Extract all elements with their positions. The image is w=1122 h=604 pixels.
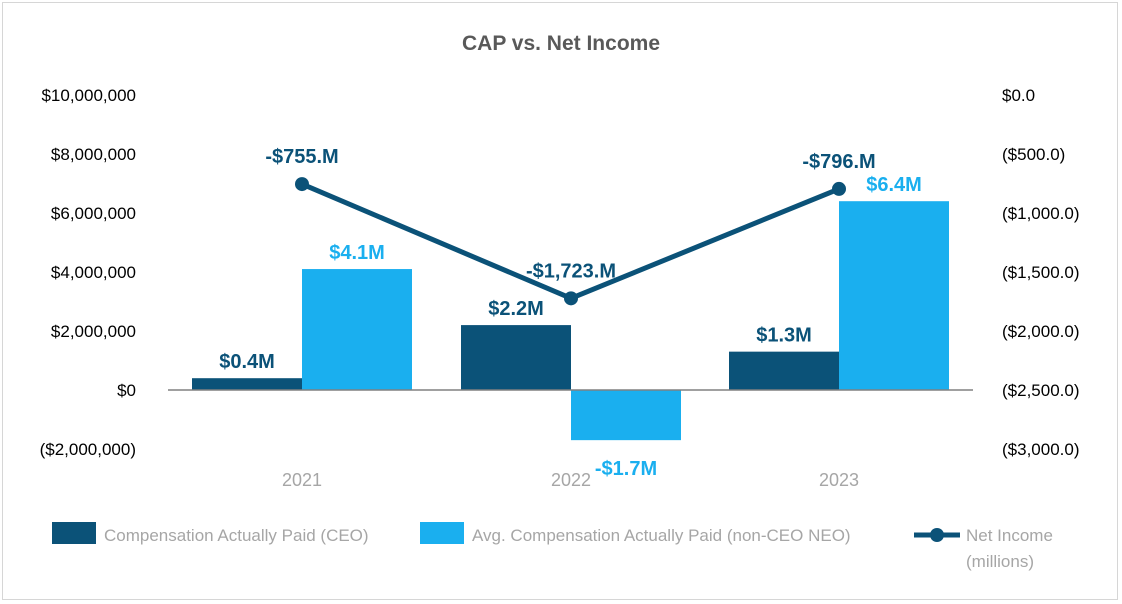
bar-data-label: $6.4M: [866, 174, 922, 196]
right-axis-tick-label: ($3,000.0): [1002, 440, 1080, 459]
bar: [302, 269, 412, 390]
category-labels: 2021 2022 2023: [282, 470, 859, 490]
bar-data-label: $1.3M: [756, 325, 812, 347]
chart-title: CAP vs. Net Income: [462, 32, 660, 55]
legend-label-ceo: Compensation Actually Paid (CEO): [104, 526, 369, 545]
bar: [192, 378, 302, 390]
right-axis-tick-label: ($500.0): [1002, 145, 1065, 164]
left-axis-tick-label: $2,000,000: [51, 322, 136, 341]
bar: [571, 390, 681, 441]
category-label: 2023: [819, 470, 859, 490]
legend: Compensation Actually Paid (CEO) Avg. Com…: [52, 522, 1053, 571]
net-income-data-label: -$796.M: [802, 151, 875, 173]
legend-label-net-income-unit: (millions): [966, 552, 1034, 571]
bar-data-label: -$1.7M: [595, 458, 657, 480]
bar-data-label: $0.4M: [219, 351, 275, 373]
net-income-point: [564, 291, 578, 306]
category-label: 2022: [551, 470, 591, 490]
bars: [192, 201, 949, 441]
net-income-line: [295, 177, 846, 306]
left-axis-tick-label: $10,000,000: [41, 86, 136, 105]
left-axis-tick-label: $6,000,000: [51, 204, 136, 223]
right-axis: $0.0 ($500.0) ($1,000.0) ($1,500.0) ($2,000.…: [1002, 86, 1080, 459]
right-axis-tick-label: ($1,000.0): [1002, 204, 1080, 223]
left-axis-tick-label: $0: [117, 381, 136, 400]
left-axis-tick-label: $4,000,000: [51, 263, 136, 282]
bar-data-label: $4.1M: [329, 242, 385, 264]
bar: [729, 351, 839, 390]
bar: [839, 201, 949, 390]
legend-label-non-ceo: Avg. Compensation Actually Paid (non-CEO…: [472, 526, 851, 545]
left-axis-tick-label: $8,000,000: [51, 145, 136, 164]
net-income-data-label: -$755.M: [265, 146, 338, 168]
legend-swatch-ceo: [52, 522, 96, 544]
legend-swatch-non-ceo: [420, 522, 464, 544]
bar-data-label: $2.2M: [488, 298, 544, 320]
right-axis-tick-label: ($2,500.0): [1002, 381, 1080, 400]
right-axis-tick-label: ($2,000.0): [1002, 322, 1080, 341]
net-income-point: [295, 177, 309, 192]
data-labels: $0.4M $2.2M $1.3M $4.1M -$1.7M $6.4M -$755.M -$…: [219, 146, 922, 480]
left-axis-tick-label: ($2,000,000): [40, 440, 136, 459]
legend-swatch-net-income-marker: [930, 528, 944, 542]
net-income-point: [832, 181, 846, 196]
right-axis-tick-label: $0.0: [1002, 86, 1035, 105]
legend-label-net-income: Net Income: [966, 526, 1053, 545]
left-axis: $10,000,000 $8,000,000 $6,000,000 $4,000,00…: [40, 86, 136, 459]
right-axis-tick-label: ($1,500.0): [1002, 263, 1080, 282]
bar: [461, 325, 571, 390]
net-income-data-label: -$1,723.M: [526, 260, 616, 282]
category-label: 2021: [282, 470, 322, 490]
